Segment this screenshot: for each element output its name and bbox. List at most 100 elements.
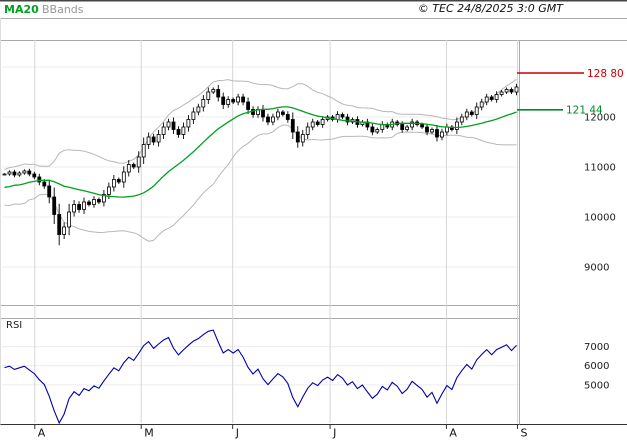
candle-body: [439, 131, 444, 138]
candle-body: [514, 86, 519, 93]
month-label: A: [38, 427, 46, 440]
bollinger-bands: [4, 78, 517, 242]
candle-body: [87, 201, 91, 205]
candle-body: [27, 170, 32, 175]
ma20-line: [4, 106, 517, 198]
candle-body: [22, 170, 27, 174]
candle-body: [345, 116, 350, 123]
candle-body: [107, 186, 111, 195]
candle-body: [92, 199, 96, 205]
candle-body: [226, 99, 231, 105]
rsi-indicator: [4, 329, 517, 425]
rsi-line: [4, 329, 517, 425]
candle-body: [216, 89, 221, 98]
candle-body: [47, 185, 52, 198]
rsi-y-tick-label: 7000: [584, 342, 609, 353]
y-tick-label: 11000: [584, 163, 616, 174]
candle-body: [97, 199, 101, 203]
candle-body: [186, 119, 191, 128]
candle-body: [454, 121, 459, 130]
candle-body: [62, 226, 66, 235]
candle-body: [67, 211, 71, 228]
candle-body: [121, 171, 126, 183]
candle-body: [489, 96, 494, 100]
candle-body: [211, 89, 216, 93]
candle-body: [275, 111, 280, 118]
candle-body: [464, 111, 469, 118]
chart-header: MA20 BBands © TEC 24/8/2025 3:0 GMT: [0, 0, 627, 18]
candle-body: [380, 124, 385, 130]
panel-borders: [0, 0, 627, 425]
candle-body: [420, 124, 425, 128]
candle-body: [171, 121, 176, 130]
candle-body: [290, 119, 295, 133]
candle-body: [201, 99, 206, 108]
candle-body: [499, 91, 504, 95]
candle-body: [77, 204, 81, 210]
candle-body: [474, 106, 479, 115]
axis-labels: 12000 11000 10000 9000 7000 6000 5000 A M J J A S: [38, 113, 616, 440]
candle-body: [310, 121, 315, 128]
y-tick-label: 9000: [584, 263, 609, 274]
candle-body: [509, 89, 514, 93]
ma20-line-group: [4, 106, 517, 198]
candle-body: [236, 96, 241, 103]
candle-body: [2, 173, 7, 176]
candle-body: [261, 109, 265, 118]
bbands-legend-label: BBands: [42, 3, 84, 16]
rsi-panel-label: RSI: [6, 320, 23, 331]
rsi-y-tick-label: 5000: [584, 380, 609, 391]
bollinger-upper-line: [4, 78, 517, 170]
candle-body: [146, 136, 151, 145]
candle-body: [300, 134, 305, 143]
candle-body: [285, 114, 290, 120]
candle-body: [12, 171, 17, 176]
ma20-legend-label: MA20: [4, 3, 39, 16]
candle-body: [469, 111, 474, 115]
candle-body: [196, 106, 201, 113]
month-label: M: [144, 427, 154, 440]
candle-body: [52, 196, 57, 215]
candle-body: [405, 126, 410, 130]
candle-body: [32, 173, 37, 178]
price-level-label: 128 80: [587, 68, 624, 80]
candle-body: [494, 94, 499, 100]
candle-body: [151, 136, 156, 143]
candle-body: [136, 156, 141, 168]
y-tick-label: 12000: [584, 113, 616, 124]
candle-body: [181, 126, 186, 135]
candle-body: [82, 201, 86, 210]
candle-body: [221, 96, 226, 105]
candle-body: [42, 181, 47, 187]
candle-body: [295, 131, 300, 143]
candle-body: [270, 116, 275, 123]
candle-body: [315, 121, 320, 125]
candle-body: [166, 121, 171, 128]
copyright-timestamp: © TEC 24/8/2025 3:0 GMT: [417, 2, 563, 15]
candle-body: [479, 101, 484, 108]
candle-body: [266, 116, 270, 123]
candle-body: [116, 179, 121, 183]
price-level-label: 121 44: [566, 105, 603, 117]
candle-body: [400, 124, 405, 130]
candle-body: [37, 176, 42, 183]
candle-body: [340, 114, 345, 118]
candle-body: [126, 164, 131, 173]
candle-body: [241, 96, 246, 103]
candle-body: [459, 116, 464, 123]
month-label: S: [521, 427, 528, 440]
candle-body: [370, 126, 375, 133]
candle-body: [7, 171, 12, 175]
month-label: J: [332, 427, 336, 440]
candle-body: [176, 129, 181, 135]
month-label: A: [449, 427, 457, 440]
candle-body: [206, 91, 211, 100]
candle-body: [435, 129, 439, 138]
candle-body: [102, 194, 106, 203]
candle-body: [191, 111, 196, 120]
candle-body: [484, 96, 489, 103]
candle-body: [141, 144, 146, 158]
bollinger-lower-line: [4, 124, 517, 242]
candle-body: [375, 129, 380, 133]
